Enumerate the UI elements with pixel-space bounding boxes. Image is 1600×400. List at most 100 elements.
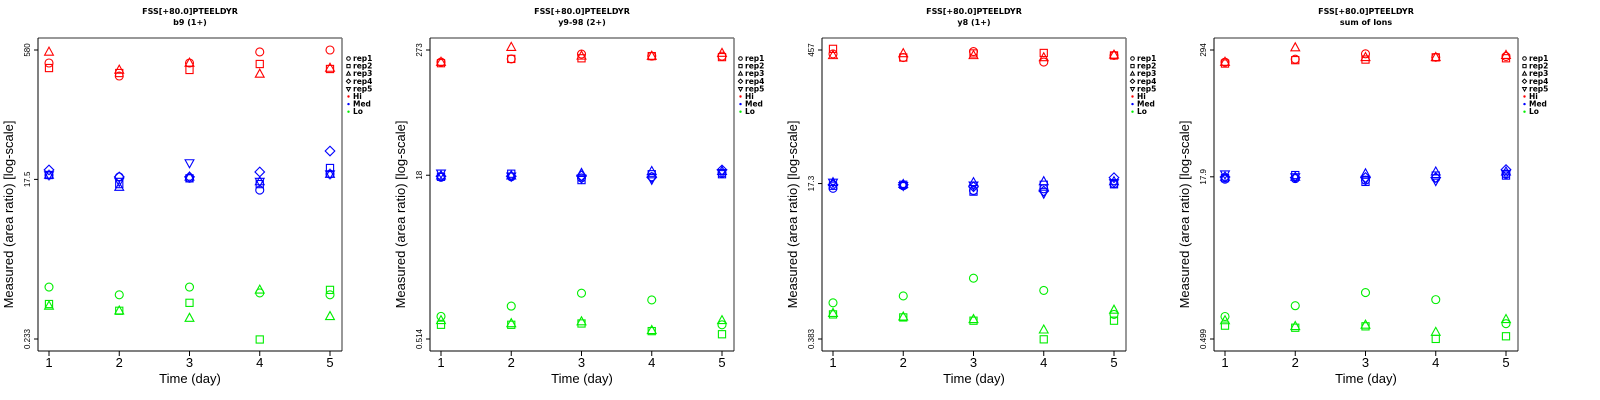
data-point-lo-rep2 xyxy=(717,330,727,339)
legend-label-hi: Hi xyxy=(1529,92,1538,101)
x-tick-label: 4 xyxy=(648,355,655,370)
data-point-lo-rep3 xyxy=(1289,320,1301,331)
x-tick-label: 5 xyxy=(1502,355,1509,370)
chart-panel-3: FSS[+80.0]PTEELDYR y8 (1+) 457 17.3 0.383 1 2 3… xyxy=(785,7,1156,386)
data-point-med-rep3 xyxy=(646,165,658,176)
data-point-med-rep5 xyxy=(324,170,336,181)
data-point-hi-rep2 xyxy=(1291,55,1300,65)
legend-symbol-rep1 xyxy=(346,56,351,61)
data-point-med-rep5 xyxy=(897,181,909,192)
legend-label-rep2: rep2 xyxy=(1529,62,1548,71)
data-point-lo-rep1 xyxy=(1220,311,1230,322)
data-point-lo-rep3 xyxy=(254,283,266,294)
data-point-hi-rep1 xyxy=(325,45,335,55)
data-point-med-rep5 xyxy=(968,181,979,192)
legend-label-rep5: rep5 xyxy=(1529,84,1548,93)
data-point-hi-rep1 xyxy=(255,47,265,57)
data-point-hi-rep2 xyxy=(828,44,838,54)
data-point-lo-rep3 xyxy=(184,312,195,322)
data-point-med-rep5 xyxy=(1430,177,1442,187)
data-point-med-rep4 xyxy=(716,164,728,176)
y-tick-label: 294 xyxy=(1199,43,1208,57)
data-point-hi-rep3 xyxy=(897,47,909,58)
y-tick-label: 18 xyxy=(415,170,424,179)
data-point-med-rep4 xyxy=(183,171,196,183)
chart-title: FSS[+80.0]PTEELDYR xyxy=(1318,7,1414,16)
legend-symbol-rep3 xyxy=(345,70,352,76)
legend-label-rep4: rep4 xyxy=(1529,77,1548,86)
legend-label-rep4: rep4 xyxy=(1137,77,1156,86)
x-tick-label: 2 xyxy=(508,355,515,370)
data-point-med-rep3 xyxy=(324,168,336,178)
legend-symbol-rep5 xyxy=(1521,86,1528,93)
y-tick-label: 17.3 xyxy=(807,175,816,191)
chart-panel-2: FSS[+80.0]PTEELDYR y9-98 (2+) 273 18 0.514 1 2… xyxy=(393,7,764,386)
data-point-lo-rep3 xyxy=(1500,313,1512,324)
data-point-lo-rep1 xyxy=(1360,288,1371,298)
data-point-med-rep3 xyxy=(1219,171,1231,181)
y-tick-label: 0.233 xyxy=(23,328,32,349)
chart-panel-1: FSS[+80.0]PTEELDYR b9 (1+) 580 17.5 0.233 1 2 3… xyxy=(1,7,372,386)
data-point-lo-rep1 xyxy=(436,311,446,321)
legend-label-rep5: rep5 xyxy=(1137,84,1156,93)
data-point-hi-rep3 xyxy=(968,49,979,60)
legend-symbol-rep4 xyxy=(345,78,352,85)
data-point-lo-rep1 xyxy=(1109,309,1119,319)
data-point-lo-rep3 xyxy=(646,324,658,335)
x-tick-label: 5 xyxy=(718,355,725,370)
legend-dot-med xyxy=(739,102,742,106)
data-point-lo-rep2 xyxy=(1220,321,1230,330)
y-tick-label: 0.514 xyxy=(415,328,424,349)
data-point-hi-rep3 xyxy=(324,62,336,72)
legend-symbol-rep5 xyxy=(737,86,744,93)
data-point-hi-rep2 xyxy=(899,53,908,62)
y-axis-label: Measured (area ratio) [log-scale] xyxy=(393,121,408,309)
data-point-med-rep5 xyxy=(1219,170,1231,181)
y-tick-label: 17.5 xyxy=(23,171,32,187)
x-tick-label: 5 xyxy=(1110,355,1117,370)
data-point-med-rep5 xyxy=(576,174,587,185)
data-point-lo-rep1 xyxy=(325,290,335,300)
chart-title: FSS[+80.0]PTEELDYR xyxy=(926,7,1022,16)
legend-label-rep2: rep2 xyxy=(745,62,764,71)
data-point-hi-rep1 xyxy=(1039,57,1049,67)
data-point-hi-rep3 xyxy=(1430,51,1442,62)
data-point-lo-rep3 xyxy=(1219,314,1231,325)
data-point-med-rep5 xyxy=(254,177,266,188)
legend-symbol-rep2 xyxy=(738,63,743,69)
data-point-hi-rep3 xyxy=(43,46,55,56)
data-point-med-rep4 xyxy=(646,171,658,183)
x-tick-label: 1 xyxy=(437,355,444,370)
data-point-hi-rep2 xyxy=(255,59,264,69)
data-point-med-rep3 xyxy=(505,169,517,180)
data-point-lo-rep2 xyxy=(255,335,264,344)
data-point-med-rep3 xyxy=(1430,165,1442,176)
data-point-med-rep3 xyxy=(43,169,55,179)
data-point-hi-rep3 xyxy=(1360,51,1371,62)
legend-label-rep3: rep3 xyxy=(1529,69,1548,78)
y-tick-label: 0.383 xyxy=(807,328,816,349)
legend-label-rep1: rep1 xyxy=(1529,54,1548,63)
data-point-med-rep2 xyxy=(1431,171,1440,180)
legend-label-hi: Hi xyxy=(1137,92,1146,101)
legend-dot-med xyxy=(1131,102,1134,106)
legend-label-rep4: rep4 xyxy=(745,77,764,86)
chart-subtitle: b9 (1+) xyxy=(173,18,207,27)
x-axis-label: Time (day) xyxy=(551,371,613,386)
x-tick-label: 4 xyxy=(256,355,263,370)
data-point-hi-rep3 xyxy=(505,41,517,51)
x-tick-label: 4 xyxy=(1040,355,1047,370)
legend-label-rep3: rep3 xyxy=(1137,69,1156,78)
data-point-med-rep5 xyxy=(716,168,728,179)
data-point-med-rep4 xyxy=(1500,163,1512,176)
data-point-med-rep4 xyxy=(1430,171,1442,184)
data-point-lo-rep3 xyxy=(324,310,336,321)
legend-label-lo: Lo xyxy=(1529,107,1539,116)
data-point-med-rep5 xyxy=(435,169,447,180)
legend-symbol-rep3 xyxy=(1129,70,1136,76)
data-point-lo-rep1 xyxy=(647,295,657,305)
data-point-lo-rep1 xyxy=(114,290,124,300)
legend-symbol-rep4 xyxy=(737,78,744,85)
legend-symbol-rep2 xyxy=(1522,63,1527,69)
data-point-lo-rep1 xyxy=(44,282,54,292)
